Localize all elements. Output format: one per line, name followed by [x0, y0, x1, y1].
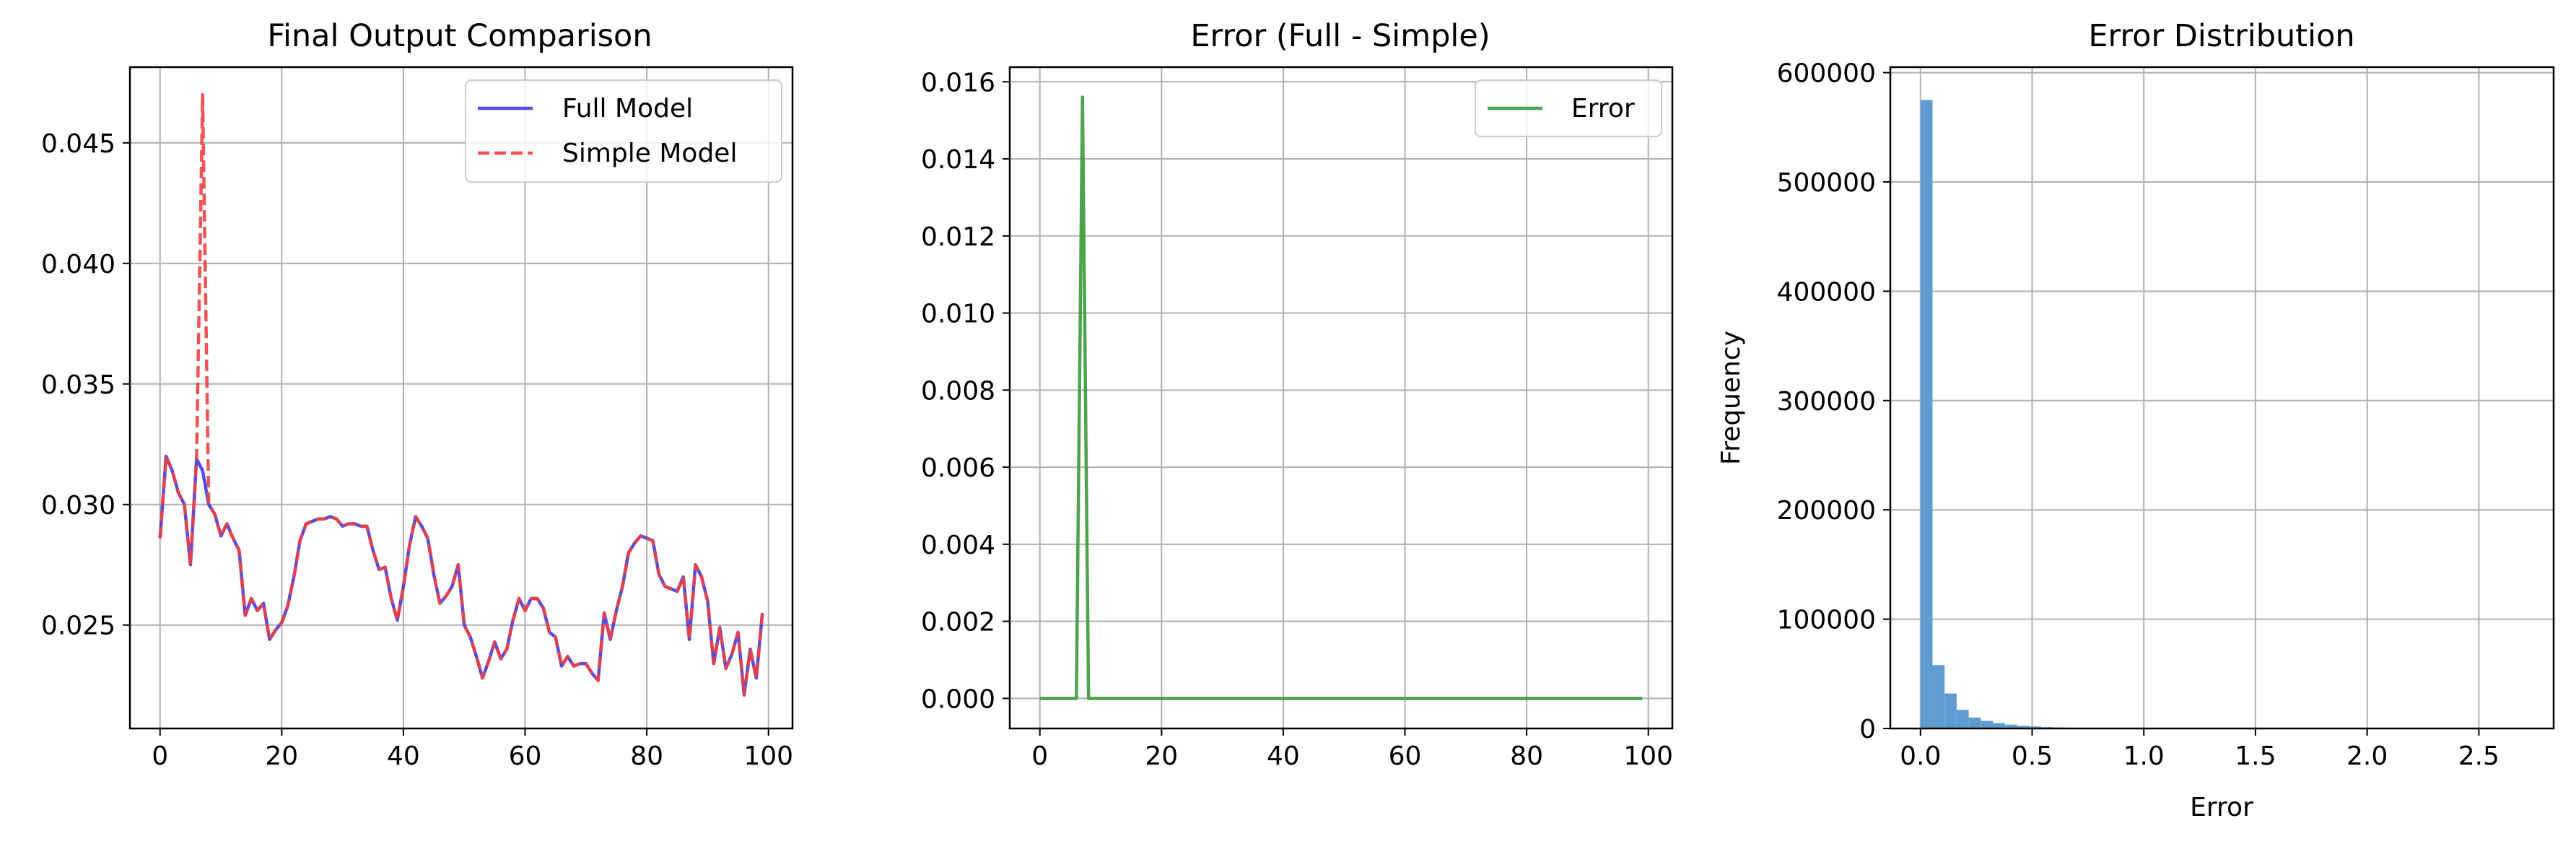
x-tick-label: 1.0 [2123, 741, 2165, 771]
y-tick-label: 0.000 [921, 684, 995, 714]
histogram-bar [1920, 100, 1933, 728]
x-tick-label: 2.0 [2346, 741, 2388, 771]
x-tick-label: 80 [1510, 741, 1543, 771]
y-tick-label: 0 [1859, 715, 1876, 744]
x-tick-label: 0 [152, 741, 168, 771]
legend-label-simple-model: Simple Model [562, 139, 737, 168]
y-tick-label: 0.002 [921, 608, 995, 638]
histogram-bar [1981, 721, 1994, 728]
y-tick-label: 200000 [1777, 496, 1876, 526]
x-tick-label: 40 [1267, 741, 1300, 771]
panel-3-y-ticks: 0 100000 200000 300000 400000 500000 600000 [1777, 59, 1890, 744]
legend-label-error: Error [1571, 94, 1635, 123]
panel-1-legend: Full Model Simple Model [465, 79, 782, 183]
histogram-bar [1993, 723, 2005, 728]
panel-1-y-ticks: 0.025 0.030 0.035 0.040 0.045 [41, 129, 130, 641]
x-tick-label: 60 [1389, 741, 1422, 771]
histogram-bar [2017, 726, 2030, 728]
panel-3-y-axis-label: Frequency [1716, 331, 1746, 465]
x-tick-label: 1.5 [2235, 741, 2276, 771]
y-tick-label: 0.045 [41, 129, 115, 159]
panel-2-plot-area [1039, 95, 1643, 700]
x-tick-label: 100 [743, 741, 793, 771]
panel-1-frame [128, 66, 794, 730]
y-tick-label: 400000 [1777, 277, 1876, 307]
histogram-bar [2004, 724, 2017, 728]
legend-label-full-model: Full Model [562, 94, 693, 123]
x-tick-label: 80 [630, 741, 663, 771]
panel-3-grid [1890, 67, 2554, 729]
y-tick-label: 100000 [1777, 606, 1876, 635]
histogram-bar [2029, 726, 2041, 728]
panel-2-x-ticks: 0 20 40 60 80 100 [1031, 728, 1673, 771]
panel-3-x-axis-label: Error [2190, 793, 2253, 822]
panel-error-distribution: Error Distribution 0.0 0.5 1.0 1.5 2.0 2.5 0 1… [1716, 18, 2555, 822]
y-tick-label: 0.008 [921, 376, 995, 406]
legend-box [1475, 79, 1662, 137]
y-tick-label: 0.014 [921, 145, 995, 175]
panel-final-output-comparison: Final Output Comparison 0 20 40 60 80 100 0.0… [41, 18, 794, 771]
y-tick-label: 0.030 [41, 491, 115, 521]
panel-2-y-ticks: 0.000 0.002 0.004 0.006 0.008 0.010 0.012 0.014… [921, 68, 1010, 714]
y-tick-label: 0.040 [41, 250, 115, 279]
x-tick-label: 60 [509, 741, 542, 771]
panel-3-frame [1889, 66, 2555, 730]
panel-2-title: Error (Full - Simple) [1190, 18, 1490, 54]
histogram-bar [1968, 717, 1981, 728]
histogram-bar [1956, 710, 1969, 728]
y-tick-label: 0.004 [921, 531, 995, 560]
series-line-simple-model [158, 92, 764, 697]
y-tick-label: 0.006 [921, 453, 995, 483]
y-tick-label: 500000 [1777, 168, 1876, 198]
panel-3-x-ticks: 0.0 0.5 1.0 1.5 2.0 2.5 [1900, 728, 2499, 771]
x-tick-label: 40 [387, 741, 420, 771]
panel-3-plot-area [1920, 100, 2524, 728]
y-tick-label: 0.010 [921, 300, 995, 329]
y-tick-label: 300000 [1777, 387, 1876, 417]
x-tick-label: 0 [1031, 741, 1048, 771]
y-tick-label: 600000 [1777, 59, 1876, 89]
panel-1-title: Final Output Comparison [267, 18, 652, 54]
series-line-error [1039, 95, 1643, 700]
x-tick-label: 20 [1145, 741, 1178, 771]
y-tick-label: 0.012 [921, 222, 995, 252]
histogram-bar [1944, 693, 1957, 728]
histogram-bar [1932, 665, 1945, 728]
x-tick-label: 0.0 [1900, 741, 1941, 771]
y-tick-label: 0.016 [921, 68, 995, 97]
x-tick-label: 2.5 [2458, 741, 2499, 771]
panel-1-plot-area [158, 92, 764, 697]
panel-3-title: Error Distribution [2088, 18, 2354, 54]
y-tick-label: 0.025 [41, 612, 115, 641]
panel-2-legend: Error [1475, 79, 1662, 137]
panel-error-full-simple: Error (Full - Simple) 0 20 40 60 80 100 0.000… [921, 18, 1674, 771]
legend-box [465, 79, 782, 183]
panel-1-x-ticks: 0 20 40 60 80 100 [152, 728, 793, 771]
x-tick-label: 0.5 [2012, 741, 2053, 771]
panel-2-frame [1008, 66, 1674, 730]
y-tick-label: 0.035 [41, 370, 115, 400]
x-tick-label: 20 [265, 741, 298, 771]
x-tick-label: 100 [1623, 741, 1673, 771]
